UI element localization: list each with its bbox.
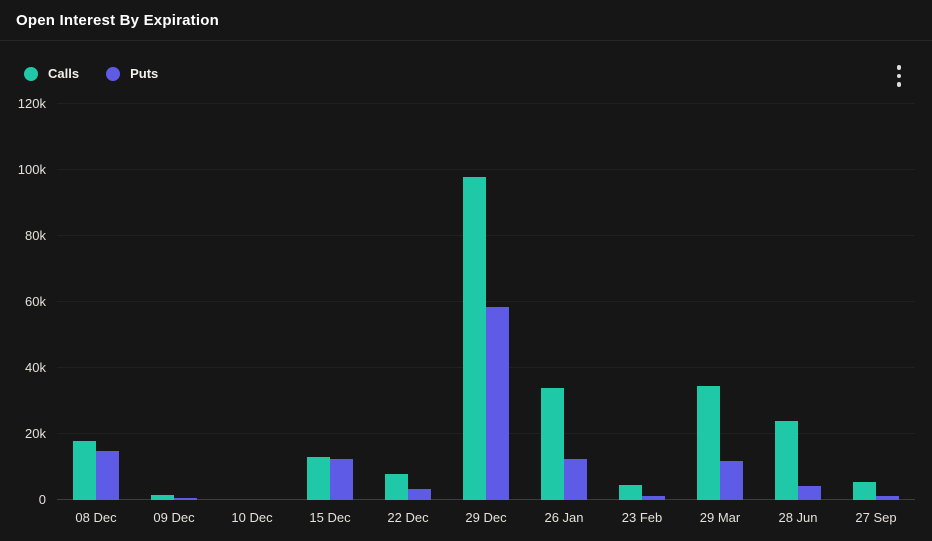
bar-group [837,104,915,500]
kebab-dot [896,73,901,78]
x-axis-label: 26 Jan [544,510,584,525]
bar-group [369,104,447,500]
bar-group [603,104,681,500]
kebab-menu-icon[interactable] [891,62,908,90]
calls-bar[interactable] [697,386,720,500]
kebab-dot [896,82,901,87]
calls-bar[interactable] [463,176,486,500]
y-axis-label: 120k [17,96,46,111]
calls-bar[interactable] [73,440,96,500]
x-axis-label: 27 Sep [855,510,897,525]
bar-group [57,104,135,500]
legend-label-puts: Puts [130,66,159,81]
y-axis-label: 20k [25,426,46,442]
kebab-dot [896,65,901,70]
puts-bar[interactable] [876,495,899,500]
x-axis-label: 29 Mar [699,510,741,525]
y-axis-label: 40k [25,360,46,376]
x-axis-label: 10 Dec [231,510,273,525]
calls-bar[interactable] [775,420,798,500]
calls-bar[interactable] [619,484,642,500]
puts-bar[interactable] [330,459,353,500]
x-axis-labels: 08 Dec 09 Dec 10 Dec 15 Dec 22 Dec 29 Dec 26 J… [57,510,915,525]
puts-bar[interactable] [564,458,587,500]
gridline [57,235,915,237]
gridline [57,169,915,170]
bar-group [447,104,525,500]
y-axis-label: 0 [38,492,46,507]
gridline [57,301,915,302]
calls-bar[interactable] [151,495,174,500]
puts-bar[interactable] [642,496,665,500]
puts-bar[interactable] [720,460,743,500]
y-axis-label: 80k [25,228,46,244]
legend-item-calls[interactable]: Calls [24,67,79,81]
puts-bar[interactable] [96,451,119,500]
bar-group [291,104,369,500]
calls-bar[interactable] [853,481,876,500]
legend: Calls Puts [24,67,158,81]
puts-bar[interactable] [174,498,197,500]
calls-bar[interactable] [385,473,408,500]
x-axis-label: 15 Dec [309,510,351,525]
y-axis-label: 100k [17,162,46,177]
calls-bar[interactable] [541,388,564,500]
gridline [57,103,915,104]
panel-header: Open Interest By Expiration [0,0,932,41]
bar-groups [57,104,915,500]
x-axis-label: 29 Dec [465,510,507,525]
puts-bar[interactable] [486,306,509,500]
bar-group [213,104,291,500]
panel-title: Open Interest By Expiration [16,11,219,29]
calls-bar[interactable] [307,457,330,500]
x-axis-label: 09 Dec [153,510,195,525]
legend-item-puts[interactable]: Puts [106,67,158,81]
y-axis-labels: 0 20k 40k 60k 80k 100k 120k [0,97,46,507]
x-axis-label: 22 Dec [387,510,429,525]
x-axis-label: 28 Jun [778,510,818,525]
legend-label-calls: Calls [48,66,80,81]
calls-series-dot-icon [24,67,38,81]
x-axis-label: 08 Dec [75,510,117,525]
x-axis-label: 23 Feb [621,510,663,525]
y-axis-label: 60k [25,294,46,309]
puts-bar[interactable] [798,485,821,500]
bar-group [681,104,759,500]
puts-series-dot-icon [106,67,121,81]
bar-group [525,104,603,500]
plot-area [57,103,915,500]
bar-group [135,104,213,500]
bar-group [759,104,837,500]
puts-bar[interactable] [408,488,431,500]
